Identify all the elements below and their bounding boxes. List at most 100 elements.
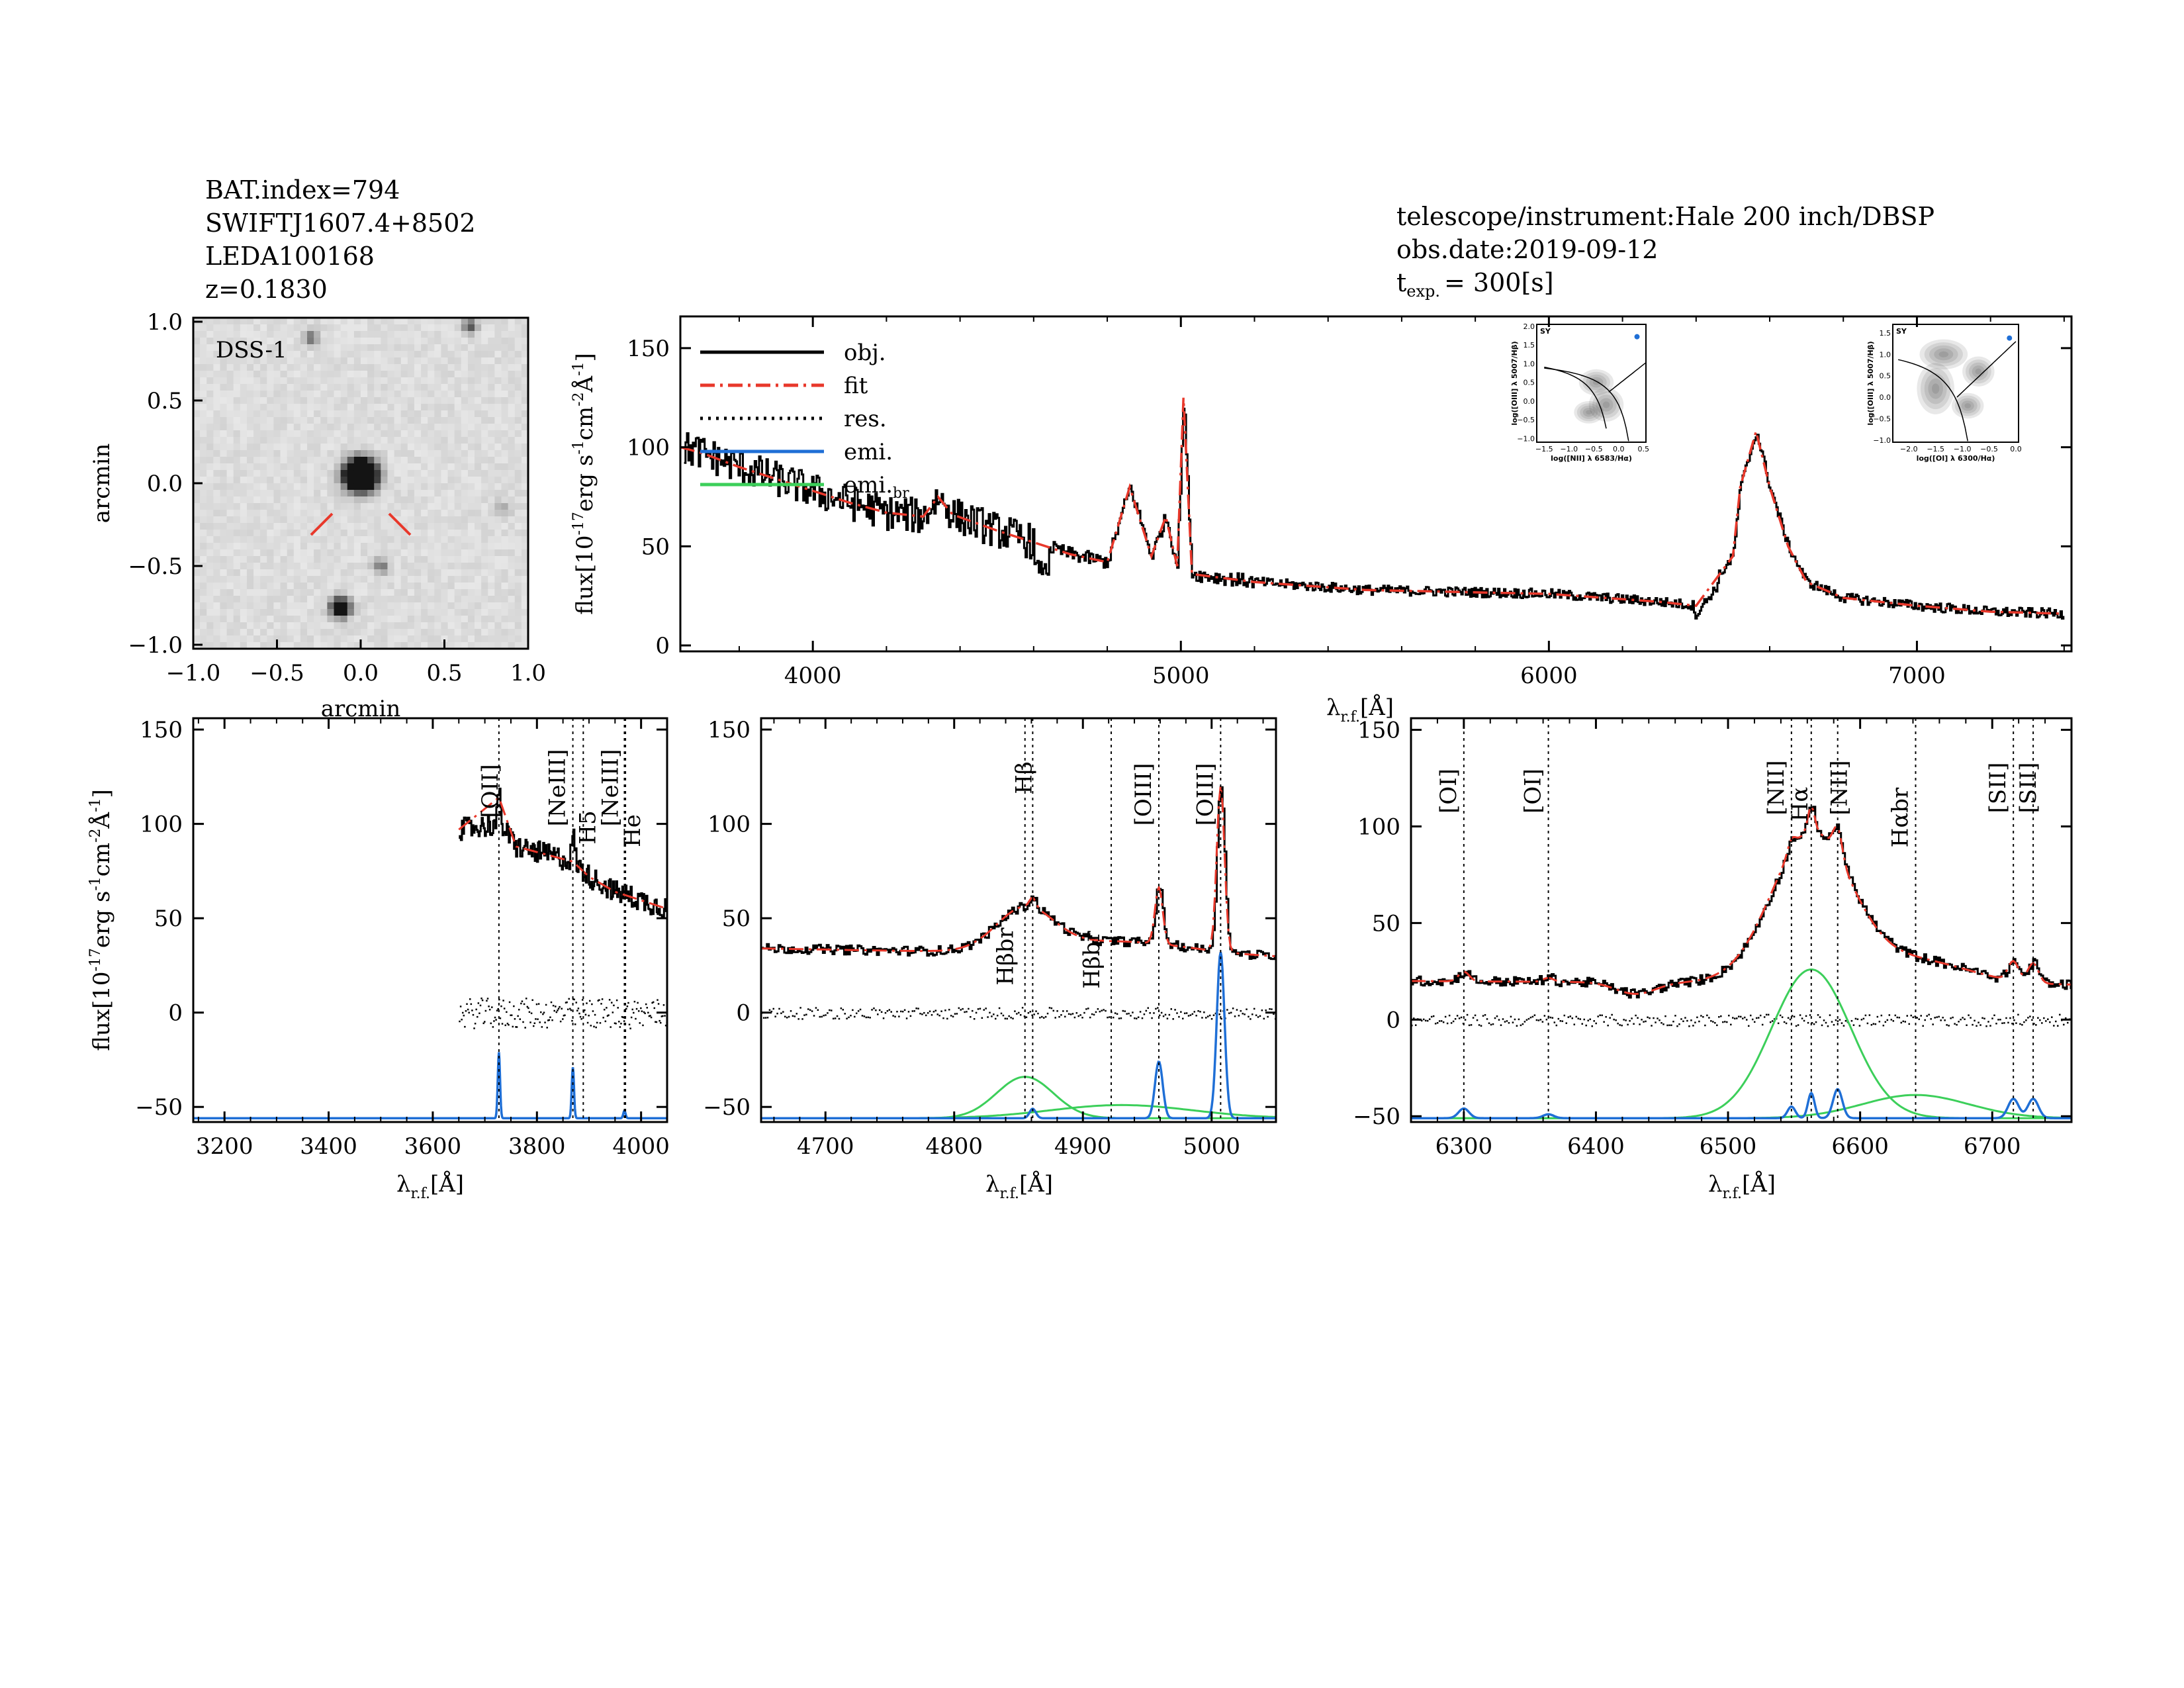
dss-pixel (280, 444, 288, 451)
residual-point (861, 1015, 864, 1017)
dss-pixel (374, 602, 381, 610)
dss-pixel (320, 437, 328, 444)
dss-pixel (467, 364, 475, 371)
dss-pixel (381, 602, 388, 610)
dss-pixel (374, 490, 381, 497)
dss-pixel (253, 384, 261, 391)
dss-pixel (454, 424, 462, 431)
dss-pixel (293, 516, 301, 524)
dss-pixel (488, 530, 495, 537)
dss-pixel (414, 569, 422, 577)
dss-pixel (381, 477, 388, 484)
residual-point (606, 1015, 609, 1017)
dss-pixel (400, 410, 408, 418)
residual-point (962, 1008, 964, 1010)
dss-pixel (488, 377, 495, 385)
residual-point (1833, 1023, 1835, 1026)
dss-pixel (361, 569, 368, 577)
dss-pixel (246, 596, 254, 603)
residual-point (1668, 1024, 1670, 1027)
dss-pixel (287, 496, 295, 504)
residual-point (931, 1013, 933, 1016)
dss-pixel (253, 549, 261, 557)
dss-pixel (340, 450, 348, 457)
residual-point (1193, 1011, 1196, 1013)
dss-pixel (454, 576, 462, 583)
residual-point (1850, 1019, 1853, 1022)
dss-pixel (361, 622, 368, 630)
dss-pixel (334, 338, 341, 345)
residual-point (1525, 1019, 1528, 1021)
dss-pixel (193, 576, 201, 583)
dss-pixel (441, 536, 449, 543)
dss-pixel (488, 444, 495, 451)
dss-pixel (475, 344, 482, 352)
dss-pixel (394, 583, 402, 590)
dss-pixel (253, 483, 261, 491)
dss-pixel (475, 331, 482, 338)
dss-pixel (367, 338, 375, 345)
residual-point (1531, 1015, 1534, 1018)
dss-pixel (414, 384, 422, 391)
x-tick-label: 6700 (1964, 1133, 2021, 1160)
residual-point (1902, 1020, 1905, 1023)
dss-pixel (407, 470, 415, 477)
dss-pixel (381, 496, 388, 504)
dss-pixel (501, 377, 509, 385)
residual-point (1777, 1022, 1780, 1025)
dss-pixel (340, 635, 348, 643)
dss-pixel (200, 496, 207, 504)
dss-pixel (361, 602, 368, 610)
dss-pixel (280, 490, 288, 497)
dss-pixel (407, 516, 415, 524)
dss-pixel (361, 477, 368, 484)
dss-pixel (334, 635, 341, 643)
dss-pixel (193, 410, 201, 418)
dss-pixel (400, 543, 408, 550)
dss-pixel (246, 357, 254, 365)
dss-pixel (193, 450, 201, 457)
dss-pixel (220, 318, 228, 325)
residual-point (472, 1013, 475, 1016)
dss-pixel (461, 470, 469, 477)
dss-pixel (421, 490, 428, 497)
dss-pixel (246, 351, 254, 358)
residual-point (1414, 1024, 1417, 1026)
dss-pixel (488, 576, 495, 583)
dss-pixel (501, 357, 509, 365)
dss-pixel (307, 377, 314, 385)
dss-pixel (260, 530, 267, 537)
dss-pixel (273, 523, 281, 530)
dss-pixel (428, 536, 435, 543)
residual-point (622, 1016, 624, 1019)
dss-pixel (246, 470, 254, 477)
dss-pixel (387, 417, 395, 424)
residual-point (1928, 1013, 1930, 1016)
dss-pixel (414, 589, 422, 596)
dss-pixel (220, 622, 228, 630)
dss-pixel (461, 463, 469, 471)
dss-pixel (488, 318, 495, 325)
dss-pixel (226, 543, 234, 550)
dss-pixel (381, 331, 388, 338)
dss-pixel (394, 523, 402, 530)
dss-pixel (374, 622, 381, 630)
dss-pixel (327, 576, 335, 583)
residual-point (958, 1007, 960, 1009)
dss-pixel (494, 377, 502, 385)
dss-pixel (287, 357, 295, 365)
dss-pixel (213, 391, 221, 398)
dss-pixel (421, 391, 428, 398)
dss-pixel (467, 543, 475, 550)
dss-pixel (327, 450, 335, 457)
dss-pixel (320, 404, 328, 411)
dss-pixel (213, 371, 221, 378)
dss-pixel (320, 463, 328, 471)
dss-pixel (407, 457, 415, 464)
dss-pixel (193, 516, 201, 524)
dss-pixel (220, 530, 228, 537)
dss-pixel (494, 496, 502, 504)
dss-pixel (226, 430, 234, 438)
dss-pixel (441, 635, 449, 643)
dss-pixel (193, 510, 201, 517)
